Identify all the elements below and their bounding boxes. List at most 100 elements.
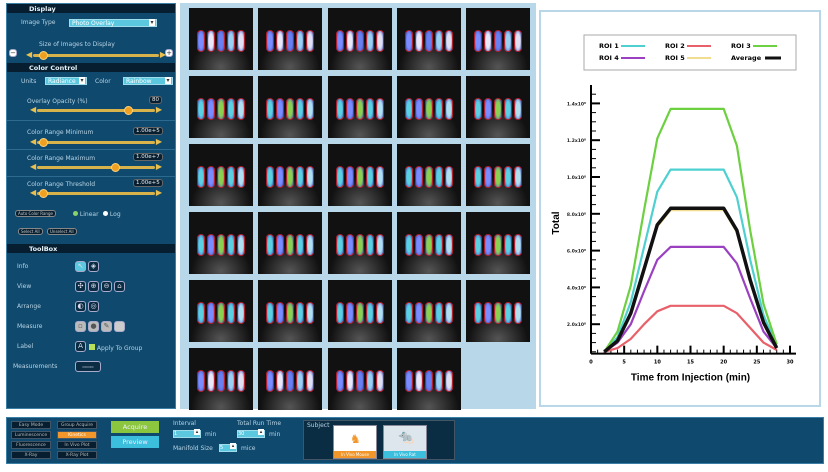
max-value[interactable]: 1.00e+7 <box>133 153 163 161</box>
subject-rat-label: In Vivo Rat <box>384 451 426 458</box>
units-select[interactable]: Radiance <box>45 77 87 85</box>
size-slider[interactable]: ◀ ▶ <box>26 50 166 60</box>
apply-to-group-checkbox[interactable]: Apply To Group <box>89 344 142 352</box>
image-thumbnail[interactable] <box>327 212 392 274</box>
crosshair-tool-icon[interactable]: ◈ <box>88 261 99 272</box>
image-thumbnail[interactable] <box>466 8 531 70</box>
image-thumbnail[interactable] <box>189 212 253 274</box>
select-all-button[interactable]: Select All <box>18 228 43 235</box>
image-thumbnail[interactable] <box>189 144 253 206</box>
slider-right-arrow-icon[interactable]: ▶ <box>155 137 162 146</box>
zoom-out-icon[interactable]: ⊖ <box>101 281 112 292</box>
image-thumbnail[interactable] <box>466 280 531 342</box>
image-type-label: Image Type <box>21 19 56 26</box>
mode-button[interactable]: In Vivo Plot <box>57 441 97 449</box>
threshold-slider[interactable]: ◀ ▶ <box>30 188 162 198</box>
image-thumbnail[interactable] <box>396 144 461 206</box>
image-thumbnail[interactable] <box>189 76 253 138</box>
slider-right-arrow-icon[interactable]: ▶ <box>155 105 162 114</box>
linear-radio[interactable]: Linear <box>73 211 99 218</box>
slider-left-arrow-icon[interactable]: ◀ <box>30 137 37 146</box>
rect-roi-icon[interactable]: ▫ <box>75 321 86 332</box>
threshold-value[interactable]: 1.00e+5 <box>133 179 163 187</box>
image-thumbnail[interactable] <box>396 76 461 138</box>
image-thumbnail[interactable] <box>258 348 323 410</box>
manifold-input[interactable]: 5 <box>219 443 237 452</box>
mode-button[interactable]: Luminescence <box>11 431 51 439</box>
manifold-unit: mice <box>241 445 256 452</box>
measurements-table-icon[interactable]: ▭▭▭ <box>75 361 101 372</box>
mouse-signal <box>444 166 453 188</box>
log-radio[interactable]: Log <box>103 211 121 218</box>
mode-button[interactable]: Kinetics <box>57 431 97 439</box>
mouse-signal <box>237 370 245 392</box>
pointer-tool-icon[interactable]: ↖ <box>75 261 86 272</box>
mouse-signal <box>474 30 483 52</box>
image-thumbnail[interactable] <box>396 8 461 70</box>
rotate-icon[interactable]: ◐ <box>75 301 86 312</box>
image-thumbnail[interactable] <box>327 280 392 342</box>
image-thumbnail[interactable] <box>327 8 392 70</box>
fit-view-icon[interactable]: ✣ <box>75 281 86 292</box>
slider-left-arrow-icon[interactable]: ◀ <box>30 188 37 197</box>
flip-icon[interactable]: ◎ <box>88 301 99 312</box>
mouse-signal <box>355 302 364 324</box>
image-thumbnail[interactable] <box>258 76 323 138</box>
slider-left-arrow-icon[interactable]: ◀ <box>26 50 33 59</box>
min-slider[interactable]: ◀ ▶ <box>30 137 162 147</box>
min-value[interactable]: 1.00e+5 <box>133 127 163 135</box>
mouse-signal <box>237 234 245 256</box>
max-slider[interactable]: ◀ ▶ <box>30 162 162 172</box>
run-time-input[interactable]: 30 <box>237 429 265 438</box>
mode-button[interactable]: Easy Mode <box>11 421 51 429</box>
mode-button[interactable]: X-Ray Plot <box>57 451 97 459</box>
color-select[interactable]: Rainbow <box>123 77 173 85</box>
image-thumbnail[interactable] <box>189 280 253 342</box>
mouse-signal <box>197 30 205 52</box>
image-thumbnail[interactable] <box>466 76 531 138</box>
image-thumbnail[interactable] <box>189 8 253 70</box>
clear-roi-icon[interactable] <box>114 321 125 332</box>
mouse-signal <box>434 98 443 120</box>
interval-input[interactable]: 1 <box>173 429 201 438</box>
opacity-value[interactable]: 80 <box>149 96 162 104</box>
unselect-all-button[interactable]: Unselect All <box>47 228 77 235</box>
zoom-in-button[interactable]: + <box>165 49 173 57</box>
opacity-slider[interactable]: ◀ ▶ <box>30 105 162 115</box>
acquire-button[interactable]: Acquire <box>111 421 159 433</box>
image-thumbnail[interactable] <box>466 144 531 206</box>
image-thumbnail[interactable] <box>258 212 323 274</box>
slider-left-arrow-icon[interactable]: ◀ <box>30 162 37 171</box>
freehand-roi-icon[interactable]: ✎ <box>101 321 112 332</box>
image-thumbnail[interactable] <box>327 144 392 206</box>
mode-button[interactable]: Fluorescence <box>11 441 51 449</box>
slider-right-arrow-icon[interactable]: ▶ <box>155 188 162 197</box>
image-thumbnail[interactable] <box>466 212 531 274</box>
circle-roi-icon[interactable]: ● <box>88 321 99 332</box>
slider-right-arrow-icon[interactable]: ▶ <box>155 162 162 171</box>
image-thumbnail[interactable] <box>258 144 323 206</box>
auto-color-range-button[interactable]: Auto Color Range <box>15 210 56 217</box>
image-thumbnail[interactable] <box>327 76 392 138</box>
image-thumbnail[interactable] <box>189 348 253 410</box>
text-label-icon[interactable]: A <box>75 341 86 352</box>
image-thumbnail[interactable] <box>396 348 461 410</box>
image-thumbnail[interactable] <box>396 280 461 342</box>
image-thumbnail[interactable] <box>396 212 461 274</box>
image-thumbnail[interactable] <box>258 8 323 70</box>
reset-zoom-icon[interactable]: ⌂ <box>114 281 125 292</box>
mouse-signal <box>355 98 364 120</box>
slider-left-arrow-icon[interactable]: ◀ <box>30 105 37 114</box>
mode-button[interactable]: Group Acquire <box>57 421 97 429</box>
mode-button[interactable]: X-Ray <box>11 451 51 459</box>
zoom-in-icon[interactable]: ⊕ <box>88 281 99 292</box>
subject-mouse-card[interactable]: ♞ In Vivo Mouse <box>333 425 377 459</box>
mouse-signal <box>404 370 413 392</box>
image-thumbnail[interactable] <box>258 280 323 342</box>
preview-button[interactable]: Preview <box>111 436 159 448</box>
image-thumbnail[interactable] <box>327 348 392 410</box>
image-type-select[interactable]: Photo Overlay <box>69 19 157 27</box>
subject-rat-card[interactable]: 🐀 In Vivo Rat <box>383 425 427 459</box>
slider-right-arrow-icon[interactable]: ▶ <box>159 50 166 59</box>
zoom-out-button[interactable]: − <box>9 49 17 57</box>
